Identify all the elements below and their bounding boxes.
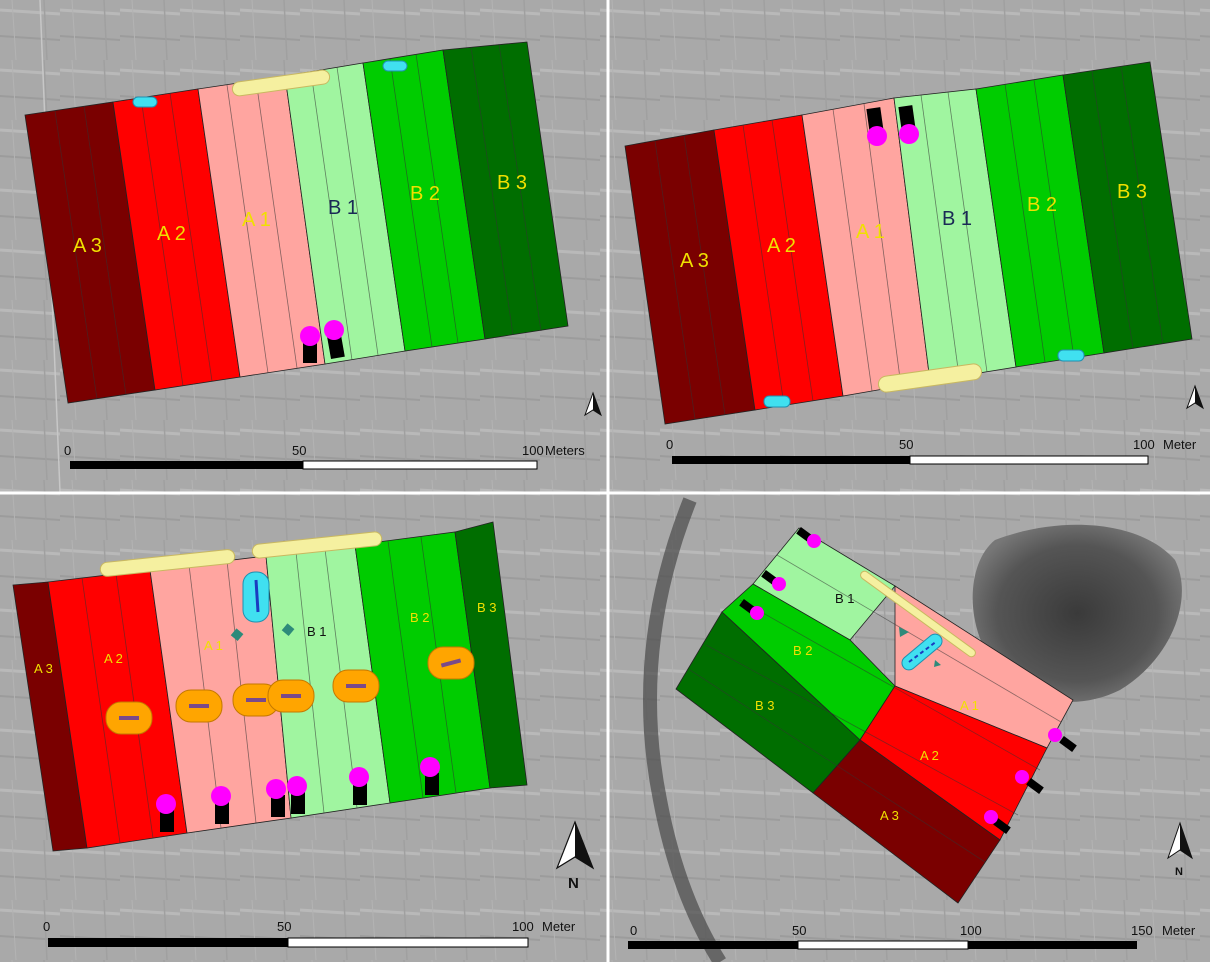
zone-label-A2: A 2 [157,223,186,245]
scale-tick-50: 50 [292,443,306,458]
zone-label-A2: A 2 [920,748,939,763]
scale-unit: Meters [545,443,585,458]
woodland [972,524,1182,702]
scale-tick-0: 0 [64,443,71,458]
zone-label-B3: B 3 [1117,181,1147,203]
scale-tick-0: 0 [666,437,673,452]
field-plot [24,41,569,404]
scale-tick-100: 100 [960,923,982,938]
zone-label-A2: A 2 [767,235,796,257]
scale-tick-50: 50 [277,919,291,934]
zone-label-B1: B 1 [835,591,855,606]
map-panel-2: A 3 A 2 A 1 B 1 B 2 B 3 0 50 100 Meter [609,0,1210,492]
scale-tick-50: 50 [792,923,806,938]
zone-label-B3: B 3 [477,600,497,615]
north-arrow: N [555,820,595,892]
scale-unit: Meter [1162,923,1196,938]
scale-unit: Meter [542,919,576,934]
zone-labels: B 1 B 2 B 3 A 1 A 2 A 3 [755,591,979,823]
north-arrow: N [1167,821,1193,878]
map-panel-1: A 3 A 2 A 1 B 1 B 2 B 3 0 50 100 Meters [0,0,607,493]
zone-label-B2: B 2 [1027,194,1057,216]
scale-tick-50: 50 [899,437,913,452]
zone-label-A3: A 3 [680,250,709,272]
zone-label-B2: B 2 [410,610,430,625]
scale-unit: Meter [1163,437,1197,452]
scale-bar: 0 50 100 Meter [43,919,576,948]
field-plot [12,521,528,852]
zone-label-B3: B 3 [497,172,527,194]
zone-label-B1: B 1 [942,208,972,230]
map-panel-3: A 3 A 2 A 1 B 1 B 2 B 3 N 0 50 100 Meter [0,494,607,962]
field-plot [675,527,1077,904]
zone-labels: A 3 A 2 A 1 B 1 B 2 B 3 [73,172,527,257]
north-arrow [1186,384,1204,410]
zone-labels: A 3 A 2 A 1 B 1 B 2 B 3 [34,600,497,676]
zone-label-A1: A 1 [204,638,223,653]
scale-bar: 0 50 100 150 Meter [628,923,1196,950]
zone-labels: A 3 A 2 A 1 B 1 B 2 B 3 [680,181,1147,272]
zone-B3 [454,521,528,789]
zone-label-A1: A 1 [960,698,979,713]
north-label: N [1175,866,1183,878]
scale-tick-100: 100 [1133,437,1155,452]
north-arrow [584,391,602,417]
zone-label-B2: B 2 [793,643,813,658]
scale-tick-0: 0 [43,919,50,934]
zone-label-B2: B 2 [410,183,440,205]
zone-label-A1: A 1 [242,209,271,231]
scale-bar: 0 50 100 Meter [666,437,1197,465]
zone-label-A3: A 3 [880,808,899,823]
zone-label-A3: A 3 [73,235,102,257]
scale-bar: 0 50 100 Meters [64,443,585,470]
zone-label-B3: B 3 [755,698,775,713]
zone-label-B1: B 1 [328,197,358,219]
zone-label-A3: A 3 [34,661,53,676]
zone-label-B1: B 1 [307,624,327,639]
scale-tick-100: 100 [522,443,544,458]
scale-tick-100: 100 [512,919,534,934]
zone-label-A1: A 1 [856,221,885,243]
north-label: N [568,875,579,892]
zone-label-A2: A 2 [104,651,123,666]
scale-tick-0: 0 [630,923,637,938]
map-panel-4: B 1 B 2 B 3 A 1 A 2 A 3 N 0 50 100 150 M… [609,494,1210,962]
field-plot [624,61,1193,425]
scale-tick-150: 150 [1131,923,1153,938]
hedgerow [643,497,726,962]
